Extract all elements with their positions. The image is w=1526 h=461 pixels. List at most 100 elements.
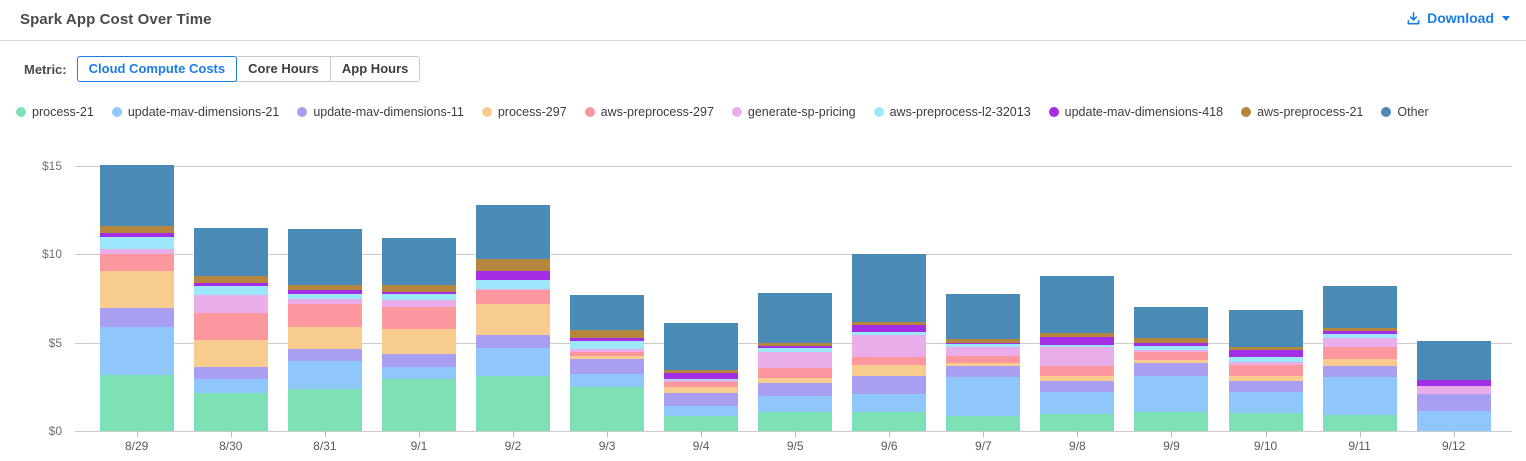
bar-segment-aws-preprocess-297[interactable] (1322, 346, 1397, 359)
legend-item-process-21[interactable]: process-21 (16, 105, 94, 119)
bar-segment-update-mav-dimensions-21[interactable] (381, 367, 456, 379)
bar-segment-other[interactable] (758, 292, 833, 344)
bar-segment-update-mav-dimensions-11[interactable] (193, 367, 268, 379)
bar-segment-process-21[interactable] (193, 392, 268, 431)
bar-segment-generate-sp-pricing[interactable] (1228, 362, 1303, 365)
bar-segment-process-297[interactable] (99, 271, 174, 309)
bar-segment-other[interactable] (1134, 306, 1209, 338)
bar-segment-generate-sp-pricing[interactable] (1134, 349, 1209, 353)
bar-segment-update-mav-dimensions-11[interactable] (1040, 381, 1115, 393)
bar-segment-process-21[interactable] (1134, 412, 1209, 431)
bar-segment-aws-preprocess-l2-32013[interactable] (758, 348, 833, 352)
bar-segment-aws-preprocess-l2-32013[interactable] (193, 285, 268, 295)
bar-segment-update-mav-dimensions-21[interactable] (852, 393, 927, 413)
bar-segment-aws-preprocess-21[interactable] (193, 275, 268, 283)
bar-segment-process-21[interactable] (570, 387, 645, 431)
bar-segment-update-mav-dimensions-11[interactable] (758, 382, 833, 397)
bar-segment-aws-preprocess-l2-32013[interactable] (1228, 357, 1303, 363)
legend-item-other[interactable]: Other (1381, 105, 1429, 119)
bar-segment-aws-preprocess-297[interactable] (570, 352, 645, 356)
bar-segment-update-mav-dimensions-11[interactable] (570, 359, 645, 375)
bar-segment-aws-preprocess-l2-32013[interactable] (1040, 344, 1115, 348)
bar-segment-aws-preprocess-l2-32013[interactable] (946, 344, 1021, 347)
bar-segment-process-21[interactable] (1228, 412, 1303, 431)
bar-segment-aws-preprocess-297[interactable] (664, 382, 739, 388)
bar-segment-other[interactable] (570, 295, 645, 330)
bar-segment-process-297[interactable] (758, 378, 833, 383)
bar-segment-aws-preprocess-l2-32013[interactable] (381, 294, 456, 301)
bar-segment-aws-preprocess-297[interactable] (475, 289, 550, 305)
bar-segment-process-297[interactable] (1134, 359, 1209, 364)
bar-segment-other[interactable] (287, 228, 362, 286)
bar-segment-update-mav-dimensions-418[interactable] (1228, 349, 1303, 358)
bar-segment-process-21[interactable] (758, 412, 833, 431)
bar-segment-process-297[interactable] (946, 363, 1021, 367)
legend-item-generate-sp-pricing[interactable]: generate-sp-pricing (731, 105, 856, 119)
bar-segment-aws-preprocess-21[interactable] (1134, 337, 1209, 343)
bar-segment-aws-preprocess-21[interactable] (758, 343, 833, 347)
bar-segment-process-21[interactable] (1040, 414, 1115, 431)
bar-segment-update-mav-dimensions-11[interactable] (1322, 366, 1397, 377)
bar-segment-update-mav-dimensions-418[interactable] (193, 282, 268, 286)
bar-segment-process-297[interactable] (570, 355, 645, 360)
bar-segment-update-mav-dimensions-21[interactable] (99, 326, 174, 376)
bar-segment-update-mav-dimensions-11[interactable] (381, 353, 456, 368)
bar-segment-aws-preprocess-l2-32013[interactable] (1322, 334, 1397, 338)
legend-item-aws-preprocess-21[interactable]: aws-preprocess-21 (1241, 105, 1363, 119)
bar-segment-process-21[interactable] (287, 388, 362, 431)
bar-segment-update-mav-dimensions-418[interactable] (570, 337, 645, 342)
legend-item-process-297[interactable]: process-297 (481, 105, 567, 119)
bar-segment-generate-sp-pricing[interactable] (946, 346, 1021, 356)
bar-segment-generate-sp-pricing[interactable] (1040, 347, 1115, 367)
bar-segment-process-297[interactable] (1322, 359, 1397, 367)
bar-segment-other[interactable] (99, 165, 174, 226)
bar-segment-other[interactable] (664, 322, 739, 371)
bar-segment-update-mav-dimensions-21[interactable] (475, 348, 550, 376)
bar-segment-process-21[interactable] (946, 416, 1021, 431)
bar-segment-other[interactable] (381, 238, 456, 286)
bar-segment-aws-preprocess-l2-32013[interactable] (99, 237, 174, 249)
bar-segment-update-mav-dimensions-11[interactable] (1134, 363, 1209, 376)
bar-segment-process-297[interactable] (664, 387, 739, 393)
bar-segment-process-21[interactable] (1322, 415, 1397, 431)
bar-segment-update-mav-dimensions-418[interactable] (99, 233, 174, 238)
bar-segment-aws-preprocess-21[interactable] (664, 370, 739, 373)
bar-segment-process-21[interactable] (852, 412, 927, 431)
bar-segment-aws-preprocess-l2-32013[interactable] (570, 341, 645, 350)
bar-segment-aws-preprocess-297[interactable] (287, 303, 362, 327)
bar-segment-generate-sp-pricing[interactable] (381, 300, 456, 307)
bar-segment-update-mav-dimensions-11[interactable] (852, 375, 927, 394)
bar-segment-generate-sp-pricing[interactable] (475, 288, 550, 290)
bar-segment-aws-preprocess-21[interactable] (946, 338, 1021, 343)
bar-segment-aws-preprocess-21[interactable] (475, 259, 550, 271)
bar-segment-process-297[interactable] (475, 304, 550, 335)
bar-segment-update-mav-dimensions-418[interactable] (1416, 379, 1491, 387)
bar-segment-update-mav-dimensions-11[interactable] (475, 334, 550, 348)
bar-segment-generate-sp-pricing[interactable] (193, 294, 268, 313)
bar-segment-update-mav-dimensions-21[interactable] (946, 377, 1021, 417)
legend-item-update-mav-dimensions-11[interactable]: update-mav-dimensions-11 (297, 105, 464, 119)
bar-segment-process-21[interactable] (664, 416, 739, 431)
metric-option-app-hours[interactable]: App Hours (329, 56, 421, 82)
legend-item-update-mav-dimensions-21[interactable]: update-mav-dimensions-21 (111, 105, 279, 119)
bar-segment-process-297[interactable] (381, 328, 456, 354)
bar-segment-update-mav-dimensions-21[interactable] (758, 396, 833, 413)
bar-segment-aws-preprocess-297[interactable] (1228, 364, 1303, 376)
bar-segment-process-297[interactable] (1040, 376, 1115, 382)
bar-segment-process-297[interactable] (1228, 375, 1303, 382)
bar-segment-generate-sp-pricing[interactable] (570, 349, 645, 353)
bar-segment-update-mav-dimensions-11[interactable] (946, 366, 1021, 378)
bar-segment-generate-sp-pricing[interactable] (1416, 386, 1491, 395)
bar-segment-update-mav-dimensions-21[interactable] (287, 360, 362, 389)
bar-segment-other[interactable] (946, 294, 1021, 339)
bar-segment-update-mav-dimensions-418[interactable] (664, 372, 739, 380)
bar-segment-aws-preprocess-21[interactable] (1322, 327, 1397, 332)
bar-segment-update-mav-dimensions-418[interactable] (1040, 337, 1115, 345)
bar-segment-aws-preprocess-l2-32013[interactable] (287, 294, 362, 299)
bar-segment-aws-preprocess-297[interactable] (381, 306, 456, 329)
bar-segment-generate-sp-pricing[interactable] (664, 380, 739, 383)
bar-segment-other[interactable] (1228, 310, 1303, 348)
legend-item-update-mav-dimensions-418[interactable]: update-mav-dimensions-418 (1048, 105, 1223, 119)
download-button[interactable]: Download (1406, 10, 1510, 26)
bar-segment-update-mav-dimensions-21[interactable] (1322, 376, 1397, 416)
